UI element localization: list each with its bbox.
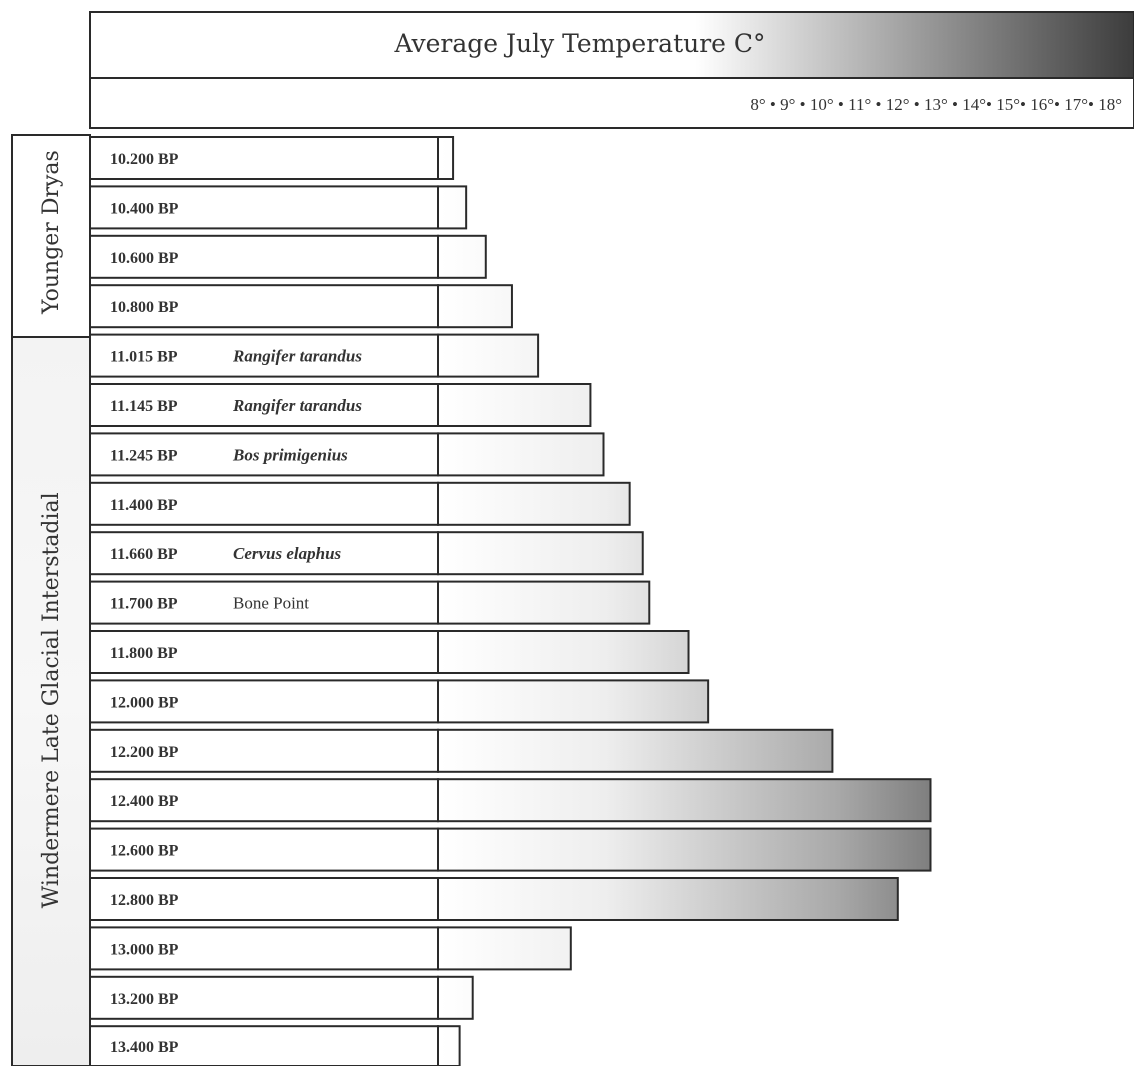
chart-row: 12.200 BP bbox=[89, 728, 834, 773]
chart-row: 10.600 BP bbox=[89, 234, 487, 279]
row-label-cell bbox=[89, 679, 439, 724]
temperature-bar bbox=[437, 1025, 461, 1066]
row-note-label: Rangifer tarandus bbox=[232, 396, 362, 415]
temperature-bar bbox=[437, 481, 631, 526]
row-note-label: Cervus elaphus bbox=[233, 544, 342, 563]
temperature-bar bbox=[437, 284, 513, 329]
row-label-cell bbox=[89, 136, 439, 180]
bar-rows: 10.200 BP 10.400 BP 10.600 BP 10.800 BP 11.0… bbox=[89, 136, 932, 1066]
temperature-bar bbox=[437, 877, 899, 921]
chart-row: 10.200 BP bbox=[89, 136, 455, 180]
row-label-cell bbox=[89, 185, 439, 230]
row-date-label: 11.800 BP bbox=[110, 645, 178, 662]
chart-row: 12.800 BP bbox=[89, 877, 899, 921]
row-date-label: 13.400 BP bbox=[110, 1039, 179, 1056]
chart-row: 11.800 BP bbox=[89, 630, 690, 674]
row-date-label: 11.400 BP bbox=[110, 497, 178, 514]
row-label-cell bbox=[89, 481, 439, 526]
row-date-label: 12.800 BP bbox=[110, 892, 179, 909]
temperature-bar bbox=[437, 333, 540, 378]
row-label-cell bbox=[89, 1025, 439, 1066]
title-box bbox=[89, 11, 1134, 79]
row-label-cell bbox=[89, 531, 439, 576]
temperature-bar bbox=[437, 136, 455, 180]
chart-row: 13.400 BP bbox=[89, 1025, 461, 1066]
temperature-bar bbox=[437, 234, 487, 279]
row-date-label: 13.200 BP bbox=[110, 991, 179, 1008]
temperature-bar bbox=[437, 531, 644, 576]
row-date-label: 11.145 BP bbox=[110, 398, 178, 415]
temperature-bar bbox=[437, 185, 468, 230]
row-date-label: 10.800 BP bbox=[110, 299, 179, 316]
chart-row: 11.245 BP Bos primigenius bbox=[89, 432, 605, 477]
row-label-cell bbox=[89, 234, 439, 279]
row-label-cell bbox=[89, 926, 439, 971]
row-date-label: 13.000 BP bbox=[110, 941, 179, 958]
row-date-label: 11.700 BP bbox=[110, 596, 178, 613]
row-note-label: Bos primigenius bbox=[232, 445, 348, 464]
row-label-cell bbox=[89, 778, 439, 823]
chart-row: 10.400 BP bbox=[89, 185, 468, 230]
row-date-label: 10.600 BP bbox=[110, 250, 179, 267]
row-label-cell bbox=[89, 284, 439, 329]
temperature-bar bbox=[437, 432, 605, 477]
temperature-bar bbox=[437, 926, 572, 971]
row-label-cell bbox=[89, 383, 439, 427]
x-tick-labels: 8° • 9° • 10° • 11° • 12° • 13° • 14°• 1… bbox=[750, 95, 1122, 114]
row-note-label: Rangifer tarandus bbox=[232, 347, 362, 366]
temperature-bar bbox=[437, 827, 932, 872]
row-date-label: 12.400 BP bbox=[110, 793, 179, 810]
tick-box bbox=[89, 77, 1134, 129]
temperature-bar bbox=[437, 383, 592, 427]
chart-row: 11.660 BP Cervus elaphus bbox=[89, 531, 644, 576]
row-date-label: 10.400 BP bbox=[110, 200, 179, 217]
row-date-label: 11.660 BP bbox=[110, 546, 178, 563]
chart-row: 13.200 BP bbox=[89, 975, 474, 1020]
row-label-cell bbox=[89, 333, 439, 378]
row-date-label: 12.200 BP bbox=[110, 744, 179, 761]
chart-row: 12.000 BP bbox=[89, 679, 710, 724]
chart-row: 11.015 BP Rangifer tarandus bbox=[89, 333, 540, 378]
row-date-label: 12.000 BP bbox=[110, 694, 179, 711]
temperature-bar bbox=[437, 778, 932, 823]
chart-row: 12.600 BP bbox=[89, 827, 932, 872]
row-label-cell bbox=[89, 580, 439, 625]
period-column-younger-dryas bbox=[11, 134, 91, 338]
temperature-bar bbox=[437, 630, 690, 674]
chart-row: 11.400 BP bbox=[89, 481, 631, 526]
period-label-younger-dryas: Younger Dryas bbox=[39, 150, 64, 315]
row-date-label: 10.200 BP bbox=[110, 151, 179, 168]
row-label-cell bbox=[89, 728, 439, 773]
chart-title: Average July Temperature C° bbox=[393, 29, 765, 58]
chart-row: 10.800 BP bbox=[89, 284, 513, 329]
temperature-bar bbox=[437, 728, 834, 773]
period-label-interstadial: Windermere Late Glacial Interstadial bbox=[39, 492, 64, 908]
chart-row: 12.400 BP bbox=[89, 778, 932, 823]
row-date-label: 11.015 BP bbox=[110, 349, 178, 366]
chart-row: 11.145 BP Rangifer tarandus bbox=[89, 383, 592, 427]
chart-row: 13.000 BP bbox=[89, 926, 572, 971]
row-note-label: Bone Point bbox=[233, 594, 309, 613]
row-date-label: 12.600 BP bbox=[110, 843, 179, 860]
row-label-cell bbox=[89, 827, 439, 872]
temperature-bar bbox=[437, 975, 474, 1020]
temperature-bar bbox=[437, 679, 710, 724]
row-label-cell bbox=[89, 877, 439, 921]
temperature-bar bbox=[437, 580, 651, 625]
row-date-label: 11.245 BP bbox=[110, 447, 178, 464]
chart-row: 11.700 BP Bone Point bbox=[89, 580, 651, 625]
period-column-interstadial bbox=[11, 336, 91, 1066]
